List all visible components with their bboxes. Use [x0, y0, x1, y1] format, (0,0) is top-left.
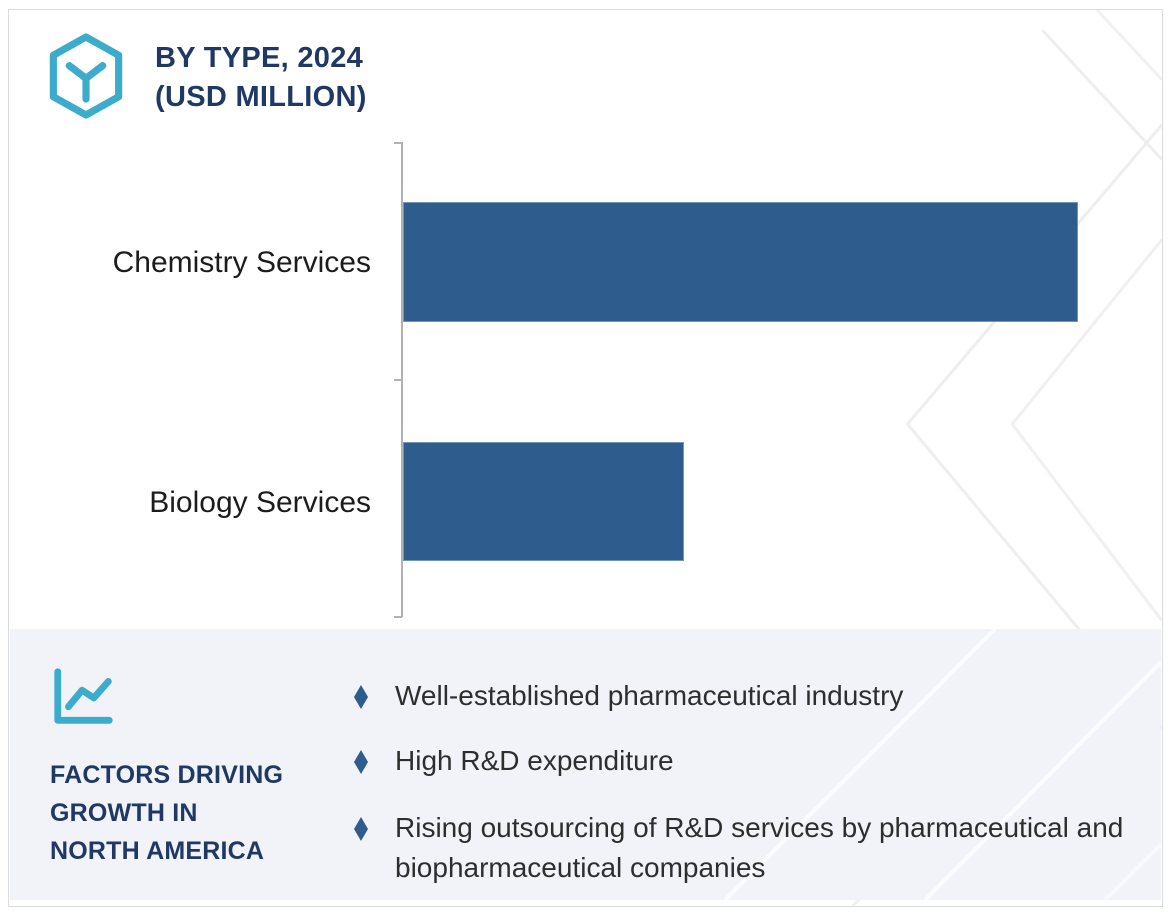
- factor-bullet-2: High R&D expenditure: [354, 741, 1157, 781]
- axis-tick: [394, 142, 402, 144]
- factors-heading: FACTORS DRIVING GROWTH IN NORTH AMERICA: [50, 756, 283, 870]
- factors-heading-line2: GROWTH IN: [50, 799, 198, 827]
- trend-line-chart-icon: [54, 668, 113, 724]
- content-card: BY TYPE, 2024 (USD MILLION) Chemistry Se…: [8, 9, 1163, 907]
- factors-heading-line1: FACTORS DRIVING: [50, 761, 284, 789]
- diamond-bullet-icon: [354, 817, 368, 841]
- axis-tick: [394, 616, 402, 618]
- factor-bullet-1: Well-established pharmaceutical industry: [354, 676, 1157, 716]
- axis-tick: [394, 379, 402, 381]
- factor-text: Rising outsourcing of R&D services by ph…: [395, 812, 1124, 883]
- category-label-biology: Biology Services: [149, 486, 371, 519]
- diamond-bullet-icon: [354, 750, 368, 774]
- diamond-bullet-icon: [354, 685, 368, 709]
- category-label-chemistry: Chemistry Services: [112, 246, 371, 279]
- factors-panel: FACTORS DRIVING GROWTH IN NORTH AMERICA …: [10, 629, 1161, 900]
- factor-bullet-3: Rising outsourcing of R&D services by ph…: [354, 808, 1157, 888]
- factor-text: Well-established pharmaceutical industry: [395, 680, 904, 711]
- factor-text: High R&D expenditure: [395, 745, 674, 776]
- bar-biology-services: [403, 442, 684, 561]
- chart-title-block: BY TYPE, 2024 (USD MILLION): [155, 42, 367, 114]
- factors-heading-line3: NORTH AMERICA: [50, 837, 265, 865]
- chart-title: BY TYPE, 2024: [155, 42, 364, 74]
- hexagon-y-logo-icon: [49, 33, 123, 119]
- bar-chemistry-services: [403, 202, 1078, 322]
- chart-title-unit: (USD MILLION): [155, 81, 367, 113]
